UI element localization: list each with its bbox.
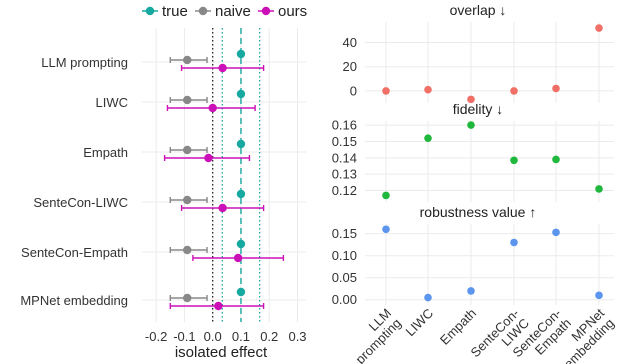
effect-naive-llm-prompting-point [183, 55, 192, 65]
overlap-point-mpnet-embedding [595, 24, 603, 32]
effect-naive-empath-point [183, 145, 192, 155]
robustness-point-liwc [424, 293, 432, 302]
effect-x-tick-0: -0.2 [145, 329, 167, 344]
legend: true naive ours [142, 3, 307, 20]
effect-category-label-sentecon-empath: SenteCon-Empath [21, 245, 128, 260]
effect-grid [142, 28, 306, 322]
legend-item-ours: ours [258, 3, 307, 20]
legend-true-marker [145, 6, 155, 16]
effect-category-label-llm-prompting: LLM prompting [41, 55, 128, 70]
effect-category-label-sentecon-liwc: SenteCon-LIWC [33, 195, 128, 210]
effect-true-sentecon-liwc-point [236, 189, 246, 199]
overlap-y-tick-0: 0 [350, 83, 357, 98]
effect-true-llm-prompting-point [236, 49, 246, 59]
legend-naive-label: naive [215, 3, 251, 20]
legend-ours-marker [261, 6, 271, 16]
robustness-point-sentecon-liwc [510, 238, 518, 247]
overlap-point-liwc [424, 85, 432, 94]
legend-item-naive: naive [195, 3, 251, 20]
robustness-point-empath [467, 287, 475, 295]
effect-true-liwc-point [236, 89, 246, 99]
effect-naive-sentecon-empath-point [183, 245, 192, 255]
robustness-panel: robustness value ↑ 0.00 0.05 0.10 0.15 [332, 204, 614, 307]
legend-true-label: true [162, 3, 188, 20]
effect-ours-liwc-point [208, 103, 217, 113]
fidelity-y-tick-0: 0.12 [332, 183, 357, 198]
overlap-panel: overlap ↓ 0 20 40 [343, 2, 614, 104]
fidelity-y-tick-4: 0.16 [332, 118, 357, 133]
legend-naive-marker [198, 6, 208, 16]
fidelity-point-empath [467, 121, 475, 129]
right-category-label-llm-prompting: LLMprompting [343, 306, 404, 364]
overlap-y-tick-1: 20 [343, 59, 357, 74]
overlap-point-sentecon-liwc [510, 87, 518, 95]
effect-marks [163, 49, 285, 311]
fidelity-point-liwc [424, 134, 432, 142]
legend-item-true: true [142, 3, 188, 20]
robustness-y-tick-0: 0.00 [332, 292, 357, 307]
fidelity-title: fidelity ↓ [453, 101, 504, 117]
fidelity-point-llm-prompting [382, 191, 390, 200]
fidelity-y-tick-1: 0.13 [332, 167, 357, 182]
robustness-title: robustness value ↑ [420, 204, 537, 220]
robustness-y-tick-3: 0.15 [332, 226, 357, 241]
effect-ours-sentecon-liwc-point [218, 203, 227, 213]
robustness-point-mpnet-embedding [595, 291, 603, 300]
effect-true-empath-point [236, 139, 246, 149]
robustness-point-llm-prompting [382, 225, 390, 234]
robustness-point-sentecon-empath [552, 228, 560, 237]
effect-ours-mpnet-embedding-point [214, 301, 223, 311]
effect-x-tick-5: 0.3 [288, 329, 306, 344]
right-category-label-line: Empath [437, 306, 479, 348]
effect-x-tick-4: 0.2 [260, 329, 278, 344]
fidelity-panel: fidelity ↓ 0.120.13 0.140.150.16 [332, 101, 614, 202]
fidelity-y-tick-2: 0.14 [332, 150, 357, 165]
overlap-y-tick-2: 40 [343, 35, 357, 50]
fidelity-point-mpnet-embedding [595, 185, 603, 193]
effect-naive-mpnet-embedding-point [183, 293, 192, 303]
fidelity-y-tick-3: 0.15 [332, 134, 357, 149]
effect-category-label-liwc: LIWC [96, 95, 129, 110]
fidelity-point-sentecon-empath [552, 155, 560, 164]
overlap-point-llm-prompting [382, 87, 390, 95]
effect-true-mpnet-embedding-point [236, 287, 246, 297]
effect-true-sentecon-empath-point [236, 239, 246, 249]
right-category-label-empath: Empath [437, 306, 479, 348]
effect-naive-liwc-point [183, 95, 192, 105]
effect-x-tick-3: 0.1 [232, 329, 250, 344]
effect-ours-llm-prompting-point [218, 63, 227, 73]
effect-category-label-empath: Empath [83, 145, 128, 160]
effect-x-axis-title: isolated effect [175, 344, 268, 361]
fidelity-point-sentecon-liwc [510, 156, 518, 165]
robustness-y-tick-1: 0.05 [332, 270, 357, 285]
effect-category-label-mpnet-embedding: MPNet embedding [20, 293, 128, 308]
effect-category-labels: LLM prompting LIWC Empath SenteCon-LIWC Sent… [20, 55, 128, 308]
overlap-title: overlap ↓ [450, 2, 507, 18]
effect-ours-empath-point [204, 153, 213, 163]
robustness-y-tick-2: 0.10 [332, 248, 357, 263]
overlap-point-empath [467, 95, 475, 104]
legend-ours-label: ours [278, 3, 307, 20]
effect-naive-sentecon-liwc-point [183, 195, 192, 205]
overlap-point-sentecon-empath [552, 84, 560, 93]
effect-x-tick-1: -0.1 [173, 329, 195, 344]
effect-x-tick-2: 0.0 [204, 329, 222, 344]
right-category-label-line: LIWC [403, 306, 437, 340]
effect-ours-sentecon-empath-point [233, 253, 243, 263]
effect-reference-lines [212, 28, 261, 322]
right-category-label-liwc: LIWC [403, 306, 437, 340]
effect-x-tick-labels: -0.2 -0.1 0.0 0.1 0.2 0.3 [145, 329, 307, 344]
effect-panel: LLM prompting LIWC Empath SenteCon-LIWC Sent… [20, 28, 307, 361]
